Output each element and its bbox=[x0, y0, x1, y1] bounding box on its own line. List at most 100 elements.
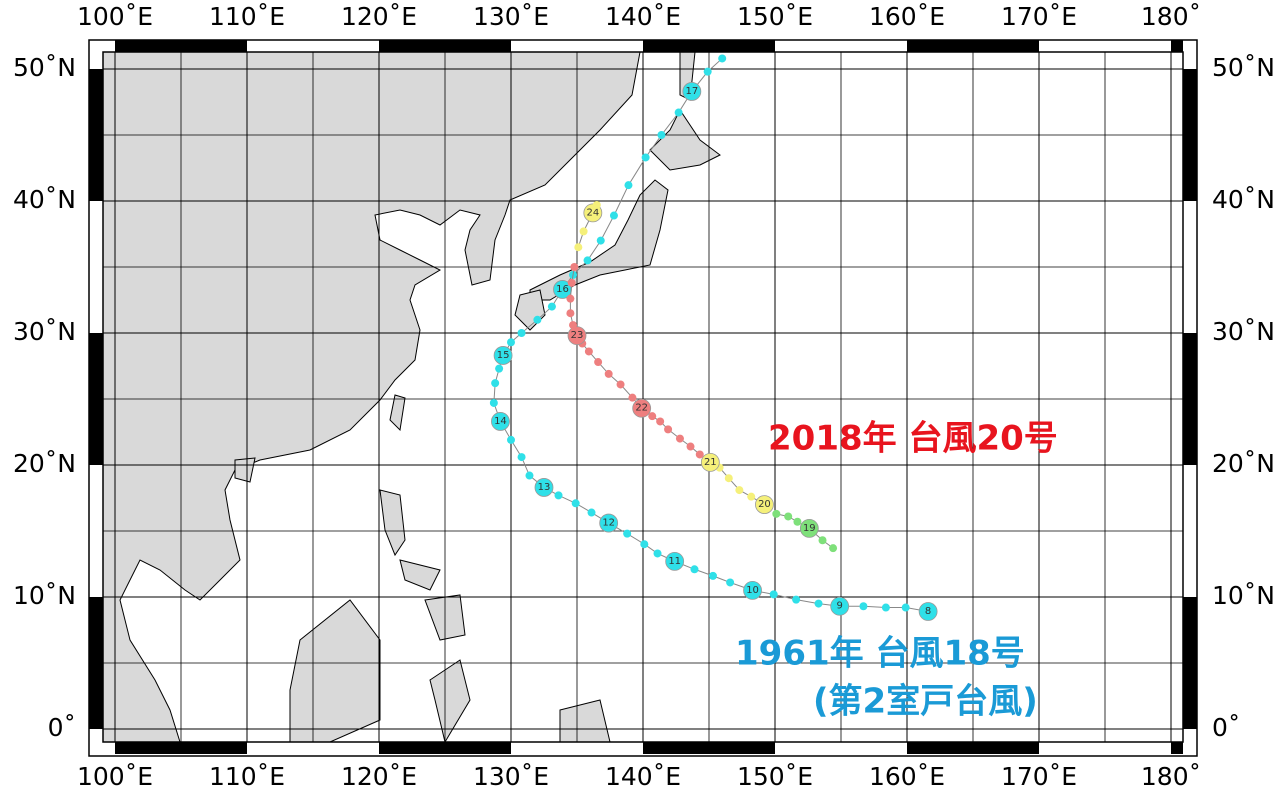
mainland bbox=[103, 52, 641, 742]
track-point bbox=[507, 338, 515, 347]
track-point bbox=[656, 417, 665, 426]
track-point bbox=[596, 236, 605, 245]
track-point bbox=[735, 486, 744, 495]
border-band bbox=[1171, 742, 1183, 754]
track-point bbox=[690, 565, 699, 574]
point-label: 16 bbox=[556, 284, 569, 295]
track-point bbox=[708, 571, 717, 580]
track-point bbox=[641, 153, 650, 162]
track-point bbox=[769, 590, 778, 599]
lat-label: 30˚N bbox=[1212, 317, 1275, 346]
point-label: 14 bbox=[494, 416, 507, 427]
track-point bbox=[569, 321, 578, 330]
track-point bbox=[489, 398, 498, 407]
track-point bbox=[599, 513, 619, 533]
track-point bbox=[700, 452, 720, 472]
point-label: 20 bbox=[758, 499, 771, 510]
track-point bbox=[695, 450, 704, 459]
track-point bbox=[703, 67, 712, 76]
track-point bbox=[609, 211, 618, 220]
border-band bbox=[1171, 40, 1183, 52]
track-point bbox=[724, 474, 733, 483]
track-point bbox=[755, 495, 774, 515]
track-point bbox=[674, 108, 683, 117]
track-point bbox=[718, 54, 727, 63]
lon-label: 150˚E bbox=[737, 2, 813, 31]
lon-label: 130˚E bbox=[473, 2, 549, 31]
track-point bbox=[584, 347, 593, 356]
lat-label: 0˚ bbox=[1212, 713, 1240, 742]
point-label: 8 bbox=[925, 606, 931, 617]
track-point bbox=[495, 364, 504, 373]
track-point bbox=[554, 491, 563, 500]
track-point bbox=[784, 512, 793, 521]
lat-label: 10˚N bbox=[1212, 581, 1275, 610]
track-point bbox=[830, 596, 850, 616]
lon-label: 160˚E bbox=[869, 2, 945, 31]
track-point bbox=[632, 398, 652, 418]
track-point bbox=[901, 603, 910, 612]
point-label: 17 bbox=[685, 86, 698, 97]
point-label: 15 bbox=[497, 350, 510, 361]
track-point bbox=[628, 393, 637, 402]
track-point bbox=[493, 346, 513, 365]
track-point bbox=[517, 329, 526, 337]
track-point bbox=[592, 200, 601, 209]
track-point bbox=[793, 517, 802, 526]
lon-label: 170˚E bbox=[1001, 2, 1077, 31]
lat-label: 30˚N bbox=[13, 317, 76, 346]
track-point bbox=[665, 551, 685, 571]
track-point bbox=[571, 499, 580, 508]
hokkaido bbox=[649, 109, 721, 171]
border-band bbox=[89, 69, 103, 201]
track-point bbox=[583, 256, 592, 265]
border-band bbox=[115, 742, 247, 754]
track-point bbox=[747, 492, 756, 501]
track-point bbox=[574, 243, 583, 252]
track-point bbox=[579, 227, 588, 236]
frame-inner bbox=[102, 51, 1184, 743]
border-band bbox=[907, 742, 1039, 754]
annotation: 2018年 台風20号 bbox=[768, 419, 1058, 459]
track-point bbox=[533, 315, 542, 324]
lon-label: 160˚E bbox=[869, 762, 945, 791]
border-band bbox=[643, 742, 775, 754]
point-label: 19 bbox=[803, 523, 816, 534]
new-guinea bbox=[559, 699, 611, 742]
border-band bbox=[1183, 597, 1197, 729]
track-point bbox=[726, 578, 735, 587]
track-point bbox=[566, 294, 575, 303]
point-label: 21 bbox=[704, 457, 717, 468]
track-point bbox=[547, 302, 556, 311]
track-point bbox=[567, 326, 587, 346]
track-point bbox=[616, 380, 625, 389]
lat-label: 10˚N bbox=[13, 581, 76, 610]
point-label: 11 bbox=[668, 556, 681, 567]
lon-label: 110˚E bbox=[209, 2, 285, 31]
track-point bbox=[525, 471, 534, 480]
border-band bbox=[1183, 333, 1197, 465]
annotation: 1961年 台風18号 bbox=[735, 634, 1025, 674]
lat-label: 20˚N bbox=[1212, 449, 1275, 478]
taiwan bbox=[389, 394, 406, 432]
annotation: (第2室戸台風) bbox=[813, 682, 1038, 722]
lat-label: 40˚N bbox=[1212, 185, 1275, 214]
lat-label: 50˚N bbox=[13, 53, 76, 82]
border-band bbox=[1183, 69, 1197, 201]
track-point bbox=[918, 602, 938, 621]
track-point bbox=[675, 434, 684, 443]
lon-label: 110˚E bbox=[209, 762, 285, 791]
track-point bbox=[623, 529, 632, 538]
track-point bbox=[567, 278, 576, 287]
border-band bbox=[907, 40, 1039, 52]
point-label: 24 bbox=[586, 207, 599, 218]
track-point bbox=[657, 131, 666, 139]
point-label: 12 bbox=[602, 518, 615, 529]
lon-label: 170˚E bbox=[1001, 762, 1077, 791]
frame: 100˚E 100˚E 110˚E 110˚E 120˚E 120˚E 130˚E 130˚E… bbox=[13, 2, 1275, 791]
lat-label: 40˚N bbox=[13, 185, 76, 214]
track-point bbox=[587, 508, 596, 517]
luzon bbox=[379, 489, 406, 557]
